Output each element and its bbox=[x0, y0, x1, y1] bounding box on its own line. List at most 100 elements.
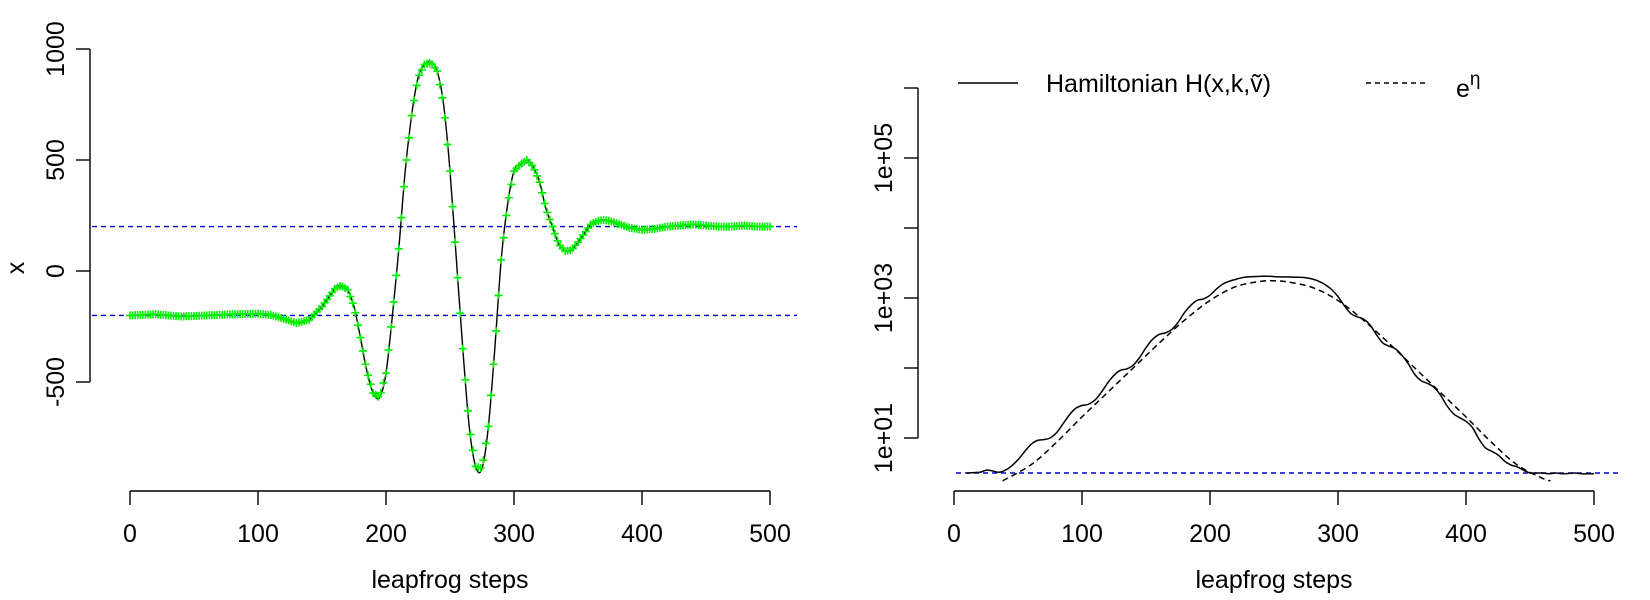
trajectory-line bbox=[129, 61, 771, 474]
right-x-tick-label: 500 bbox=[1573, 520, 1615, 548]
data-point-marker bbox=[397, 213, 406, 222]
data-point-marker bbox=[435, 80, 444, 89]
data-point-marker bbox=[384, 346, 393, 355]
data-point-marker bbox=[343, 285, 352, 294]
data-point-marker bbox=[545, 215, 554, 224]
legend-label-exp-eta: eη bbox=[1456, 69, 1480, 103]
data-point-marker bbox=[538, 188, 547, 197]
data-point-marker bbox=[499, 233, 508, 242]
data-point-marker bbox=[407, 111, 416, 120]
data-point-marker bbox=[481, 439, 490, 448]
right-y-tick-label: 1e+05 bbox=[870, 123, 898, 193]
right-x-tick-label: 300 bbox=[1317, 520, 1359, 548]
data-point-marker bbox=[389, 298, 398, 307]
data-point-marker bbox=[466, 430, 475, 439]
left-y-tick-label: 1000 bbox=[42, 21, 70, 77]
data-point-marker bbox=[451, 238, 460, 247]
data-point-marker bbox=[356, 333, 365, 342]
legend-exp-base: e bbox=[1456, 75, 1470, 103]
left-x-tick-label: 0 bbox=[123, 520, 137, 548]
right-x-tick-label: 100 bbox=[1061, 520, 1103, 548]
data-point-marker bbox=[527, 161, 536, 170]
data-point-marker bbox=[433, 67, 442, 76]
left-y-tick-label: -500 bbox=[42, 357, 70, 407]
data-point-marker bbox=[361, 360, 370, 369]
data-point-marker bbox=[479, 456, 488, 465]
left-x-axis-title: leapfrog steps bbox=[371, 566, 528, 594]
data-point-marker bbox=[382, 369, 390, 378]
right-chart: 1e+01 1e+03 1e+05 0 100 200 300 400 500 … bbox=[870, 69, 1620, 594]
right-x-tick-label: 0 bbox=[947, 520, 961, 548]
data-point-marker bbox=[410, 96, 419, 105]
data-point-marker bbox=[456, 309, 465, 318]
right-y-tick-label: 1e+01 bbox=[870, 403, 898, 473]
legend: Hamiltonian H(x,k,ṽ) eη bbox=[958, 69, 1480, 103]
right-x-tick-label: 200 bbox=[1189, 520, 1231, 548]
left-x-axis: 0 100 200 300 400 500 leapfrog steps bbox=[123, 490, 791, 594]
right-x-tick-label: 400 bbox=[1445, 520, 1487, 548]
left-y-tick-label: 500 bbox=[42, 139, 70, 181]
data-point-marker bbox=[438, 93, 447, 102]
data-point-marker bbox=[461, 375, 470, 384]
left-x-tick-label: 500 bbox=[749, 520, 791, 548]
right-x-axis: 0 100 200 300 400 500 leapfrog steps bbox=[947, 490, 1615, 594]
data-point-marker bbox=[358, 346, 367, 355]
data-point-marker bbox=[535, 178, 544, 187]
data-point-marker bbox=[417, 65, 426, 74]
data-point-marker bbox=[484, 422, 493, 431]
data-point-marker bbox=[553, 236, 562, 245]
data-point-marker bbox=[448, 202, 457, 211]
data-point-marker bbox=[766, 222, 774, 231]
data-point-marker bbox=[415, 71, 424, 80]
data-point-marker bbox=[379, 378, 388, 387]
data-point-marker bbox=[402, 156, 411, 164]
right-x-axis-title: leapfrog steps bbox=[1195, 566, 1352, 594]
data-point-marker bbox=[476, 464, 485, 473]
right-y-axis: 1e+01 1e+03 1e+05 bbox=[870, 87, 919, 473]
data-point-marker bbox=[446, 167, 454, 176]
data-point-marker bbox=[463, 406, 472, 415]
data-point-marker bbox=[494, 291, 503, 300]
exp-eta-line bbox=[1002, 279, 1551, 482]
left-x-tick-label: 400 bbox=[621, 520, 663, 548]
left-y-tick-label: 0 bbox=[42, 264, 70, 278]
left-x-tick-label: 200 bbox=[365, 520, 407, 548]
data-point-marker bbox=[469, 446, 478, 455]
left-chart: -500 0 500 1000 x 0 100 200 300 400 500 … bbox=[2, 21, 797, 594]
data-point-marker bbox=[346, 292, 355, 301]
data-point-marker bbox=[351, 308, 360, 317]
data-point-marker bbox=[548, 222, 557, 231]
hamiltonian-line bbox=[966, 275, 1594, 475]
left-x-tick-label: 300 bbox=[493, 520, 535, 548]
legend-exp-superscript: η bbox=[1470, 69, 1481, 90]
data-point-marker bbox=[376, 388, 385, 397]
data-point-marker bbox=[550, 229, 559, 238]
left-plot-area bbox=[92, 58, 797, 474]
data-point-marker bbox=[540, 199, 549, 208]
data-point-marker bbox=[502, 211, 511, 220]
data-point-marker bbox=[543, 208, 552, 217]
data-point-marker bbox=[530, 165, 539, 174]
data-point-marker bbox=[412, 81, 421, 90]
data-point-marker bbox=[366, 380, 375, 389]
data-point-marker bbox=[489, 360, 498, 369]
left-x-tick-label: 100 bbox=[237, 520, 279, 548]
data-point-marker bbox=[392, 271, 401, 280]
data-point-marker bbox=[453, 273, 462, 282]
data-point-marker bbox=[492, 326, 501, 335]
data-point-marker bbox=[507, 180, 516, 189]
left-y-axis: -500 0 500 1000 x bbox=[2, 21, 91, 407]
data-point-marker bbox=[348, 299, 357, 308]
right-plot-area bbox=[956, 275, 1620, 482]
left-y-axis-title: x bbox=[2, 261, 30, 274]
data-point-marker bbox=[387, 322, 396, 331]
data-point-marker bbox=[458, 344, 467, 353]
data-point-marker bbox=[364, 371, 373, 380]
data-point-marker bbox=[399, 182, 408, 191]
data-point-marker bbox=[533, 171, 542, 180]
data-point-marker bbox=[443, 140, 452, 149]
data-point-marker bbox=[504, 193, 513, 202]
data-point-marker bbox=[440, 113, 449, 122]
data-point-marker bbox=[486, 391, 495, 400]
